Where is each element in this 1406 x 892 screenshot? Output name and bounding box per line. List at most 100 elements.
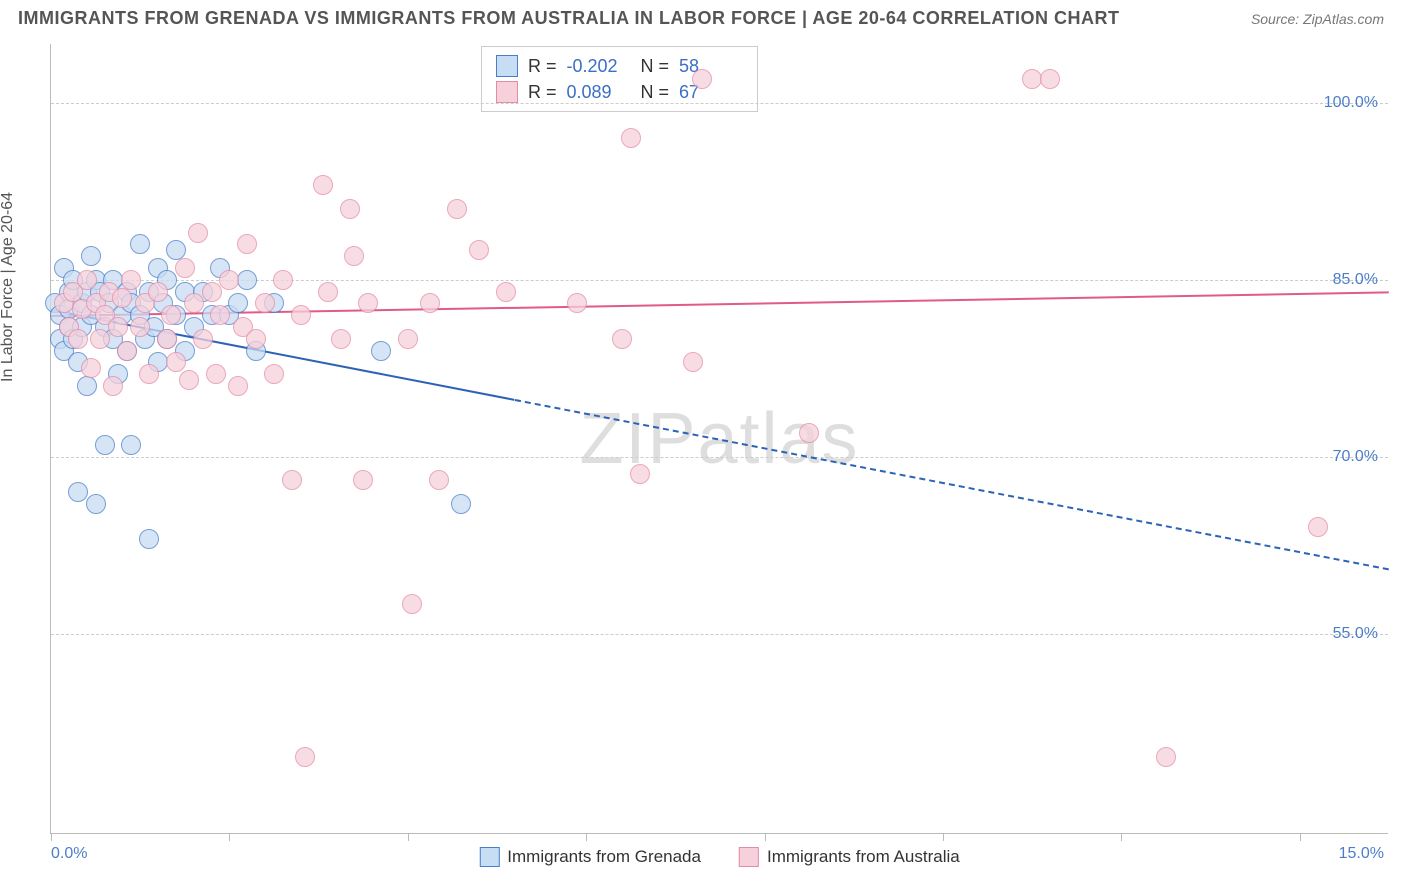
x-tick xyxy=(1121,833,1122,841)
stats-n-label: N = xyxy=(641,79,670,105)
stats-r-value-grenada: -0.202 xyxy=(567,53,631,79)
source-label: Source: ZipAtlas.com xyxy=(1251,11,1384,27)
scatter-point-grenada xyxy=(95,435,115,455)
scatter-point-australia xyxy=(157,329,177,349)
grid-line-h xyxy=(51,457,1388,458)
scatter-point-australia xyxy=(166,352,186,372)
scatter-point-australia xyxy=(1308,517,1328,537)
scatter-point-australia xyxy=(77,270,97,290)
scatter-point-australia xyxy=(340,199,360,219)
y-tick-label: 70.0% xyxy=(1333,448,1378,466)
scatter-point-australia xyxy=(429,470,449,490)
scatter-point-australia xyxy=(496,282,516,302)
scatter-point-australia xyxy=(683,352,703,372)
scatter-point-australia xyxy=(353,470,373,490)
grid-line-h xyxy=(51,634,1388,635)
scatter-point-australia xyxy=(175,258,195,278)
stats-swatch-grenada xyxy=(496,55,518,77)
x-tick-label-right: 15.0% xyxy=(1339,845,1384,863)
scatter-point-australia xyxy=(612,329,632,349)
trend-line xyxy=(51,292,1389,318)
x-tick xyxy=(586,833,587,841)
scatter-point-australia xyxy=(81,358,101,378)
scatter-point-grenada xyxy=(139,529,159,549)
scatter-point-australia xyxy=(90,329,110,349)
scatter-point-australia xyxy=(112,288,132,308)
scatter-point-australia xyxy=(799,423,819,443)
x-tick-label-left: 0.0% xyxy=(51,845,87,863)
x-tick xyxy=(51,833,52,841)
y-axis-label: In Labor Force | Age 20-64 xyxy=(0,192,17,382)
stats-r-value-australia: 0.089 xyxy=(567,79,631,105)
x-tick xyxy=(1300,833,1301,841)
scatter-point-australia xyxy=(398,329,418,349)
scatter-point-australia xyxy=(219,270,239,290)
scatter-point-australia xyxy=(630,464,650,484)
scatter-point-australia xyxy=(237,234,257,254)
scatter-point-australia xyxy=(282,470,302,490)
scatter-point-grenada xyxy=(237,270,257,290)
scatter-point-australia xyxy=(331,329,351,349)
scatter-point-grenada xyxy=(77,376,97,396)
x-tick xyxy=(943,833,944,841)
scatter-point-australia xyxy=(210,305,230,325)
scatter-point-grenada xyxy=(81,246,101,266)
scatter-point-australia xyxy=(273,270,293,290)
x-tick xyxy=(229,833,230,841)
scatter-point-grenada xyxy=(451,494,471,514)
scatter-point-australia xyxy=(420,293,440,313)
scatter-point-australia xyxy=(193,329,213,349)
x-tick xyxy=(408,833,409,841)
scatter-point-australia xyxy=(313,175,333,195)
correlation-chart: In Labor Force | Age 20-64 ZIPatlas R =-… xyxy=(18,44,1388,892)
stats-swatch-australia xyxy=(496,81,518,103)
scatter-point-australia xyxy=(179,370,199,390)
legend-label-grenada: Immigrants from Grenada xyxy=(507,847,701,867)
scatter-point-australia xyxy=(108,317,128,337)
scatter-point-australia xyxy=(117,341,137,361)
scatter-point-australia xyxy=(1156,747,1176,767)
scatter-point-australia xyxy=(567,293,587,313)
scatter-point-grenada xyxy=(121,435,141,455)
scatter-point-australia xyxy=(206,364,226,384)
stats-r-label: R = xyxy=(528,53,557,79)
stats-r-label: R = xyxy=(528,79,557,105)
scatter-point-australia xyxy=(202,282,222,302)
stats-n-label: N = xyxy=(641,53,670,79)
y-tick-label: 100.0% xyxy=(1324,94,1378,112)
scatter-point-grenada xyxy=(228,293,248,313)
scatter-point-australia xyxy=(358,293,378,313)
scatter-point-australia xyxy=(139,364,159,384)
scatter-point-australia xyxy=(161,305,181,325)
legend-label-australia: Immigrants from Australia xyxy=(767,847,960,867)
plot-area: ZIPatlas R =-0.202N =58R =0.089N =67 Imm… xyxy=(50,44,1388,834)
scatter-point-australia xyxy=(255,293,275,313)
legend-swatch-grenada xyxy=(479,847,499,867)
scatter-point-australia xyxy=(402,594,422,614)
scatter-point-australia xyxy=(447,199,467,219)
scatter-point-australia xyxy=(692,69,712,89)
scatter-point-australia xyxy=(291,305,311,325)
legend-swatch-australia xyxy=(739,847,759,867)
scatter-point-australia xyxy=(621,128,641,148)
grid-line-h xyxy=(51,103,1388,104)
page-title: IMMIGRANTS FROM GRENADA VS IMMIGRANTS FR… xyxy=(18,8,1120,29)
scatter-point-grenada xyxy=(130,234,150,254)
scatter-point-australia xyxy=(121,270,141,290)
trend-line-dashed xyxy=(515,399,1390,570)
x-tick xyxy=(765,833,766,841)
scatter-point-australia xyxy=(188,223,208,243)
scatter-point-australia xyxy=(469,240,489,260)
scatter-point-australia xyxy=(1040,69,1060,89)
scatter-point-australia xyxy=(246,329,266,349)
scatter-point-australia xyxy=(228,376,248,396)
scatter-point-australia xyxy=(264,364,284,384)
legend-item-grenada: Immigrants from Grenada xyxy=(479,847,701,867)
scatter-point-grenada xyxy=(86,494,106,514)
scatter-point-australia xyxy=(184,293,204,313)
scatter-point-australia xyxy=(295,747,315,767)
scatter-point-australia xyxy=(148,282,168,302)
legend-bottom: Immigrants from Grenada Immigrants from A… xyxy=(479,847,959,867)
scatter-point-australia xyxy=(68,329,88,349)
scatter-point-australia xyxy=(130,317,150,337)
